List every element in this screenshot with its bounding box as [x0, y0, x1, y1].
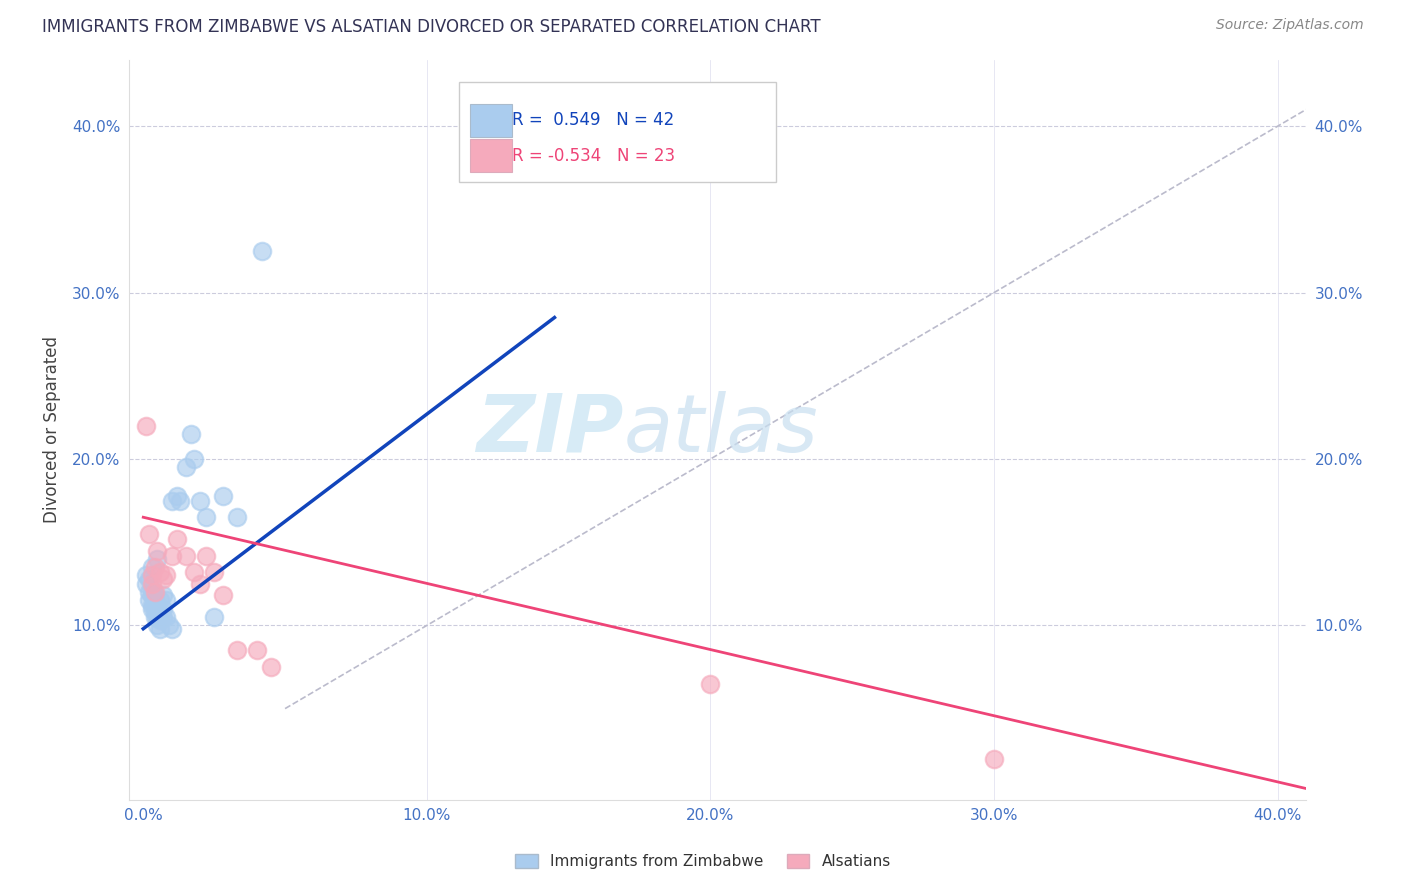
Point: [138, 593, 160, 607]
Point: [138, 585, 160, 599]
Point: [194, 510, 217, 524]
Point: [146, 552, 169, 566]
Point: [166, 532, 188, 546]
Point: [157, 618, 180, 632]
Point: [152, 610, 174, 624]
Text: Source: ZipAtlas.com: Source: ZipAtlas.com: [1216, 18, 1364, 32]
Point: [225, 510, 247, 524]
FancyBboxPatch shape: [458, 82, 776, 182]
Point: [180, 427, 202, 442]
Text: atlas: atlas: [623, 391, 818, 469]
Point: [166, 489, 188, 503]
FancyBboxPatch shape: [471, 139, 512, 172]
Point: [141, 599, 163, 613]
Point: [135, 568, 157, 582]
Point: [152, 601, 174, 615]
Point: [135, 418, 157, 433]
Point: [174, 549, 197, 563]
Point: [146, 599, 169, 613]
Point: [155, 593, 177, 607]
Legend: Immigrants from Zimbabwe, Alsatians: Immigrants from Zimbabwe, Alsatians: [509, 847, 897, 875]
Point: [141, 568, 163, 582]
Point: [143, 560, 166, 574]
Point: [155, 568, 177, 582]
Point: [146, 618, 169, 632]
Point: [160, 622, 183, 636]
Point: [143, 593, 166, 607]
Point: [149, 593, 172, 607]
Point: [194, 549, 217, 563]
Point: [143, 610, 166, 624]
Point: [188, 493, 211, 508]
Point: [174, 460, 197, 475]
Point: [152, 589, 174, 603]
Point: [143, 585, 166, 599]
Point: [152, 572, 174, 586]
Point: [260, 660, 283, 674]
Point: [183, 565, 205, 579]
Point: [149, 622, 172, 636]
Point: [188, 576, 211, 591]
Point: [183, 452, 205, 467]
Point: [211, 489, 233, 503]
Point: [141, 582, 163, 596]
Point: [246, 643, 269, 657]
Point: [983, 751, 1005, 765]
Text: R = -0.534   N = 23: R = -0.534 N = 23: [512, 147, 675, 165]
Point: [135, 576, 157, 591]
Text: IMMIGRANTS FROM ZIMBABWE VS ALSATIAN DIVORCED OR SEPARATED CORRELATION CHART: IMMIGRANTS FROM ZIMBABWE VS ALSATIAN DIV…: [42, 18, 821, 36]
Point: [146, 543, 169, 558]
Point: [141, 560, 163, 574]
Point: [146, 605, 169, 619]
Point: [160, 493, 183, 508]
Point: [160, 549, 183, 563]
Point: [141, 589, 163, 603]
Point: [155, 610, 177, 624]
Point: [143, 605, 166, 619]
Point: [141, 601, 163, 615]
Point: [143, 599, 166, 613]
Point: [141, 576, 163, 591]
Point: [138, 527, 160, 541]
Point: [211, 589, 233, 603]
Point: [252, 244, 274, 258]
Point: [146, 610, 169, 624]
Point: [699, 676, 721, 690]
Point: [149, 614, 172, 628]
Point: [169, 493, 191, 508]
Point: [202, 565, 225, 579]
Y-axis label: Divorced or Separated: Divorced or Separated: [44, 336, 60, 524]
Text: ZIP: ZIP: [477, 391, 623, 469]
Point: [225, 643, 247, 657]
Point: [143, 589, 166, 603]
Point: [149, 565, 172, 579]
FancyBboxPatch shape: [471, 104, 512, 137]
Point: [202, 610, 225, 624]
Point: [138, 572, 160, 586]
Text: R =  0.549   N = 42: R = 0.549 N = 42: [512, 112, 673, 129]
